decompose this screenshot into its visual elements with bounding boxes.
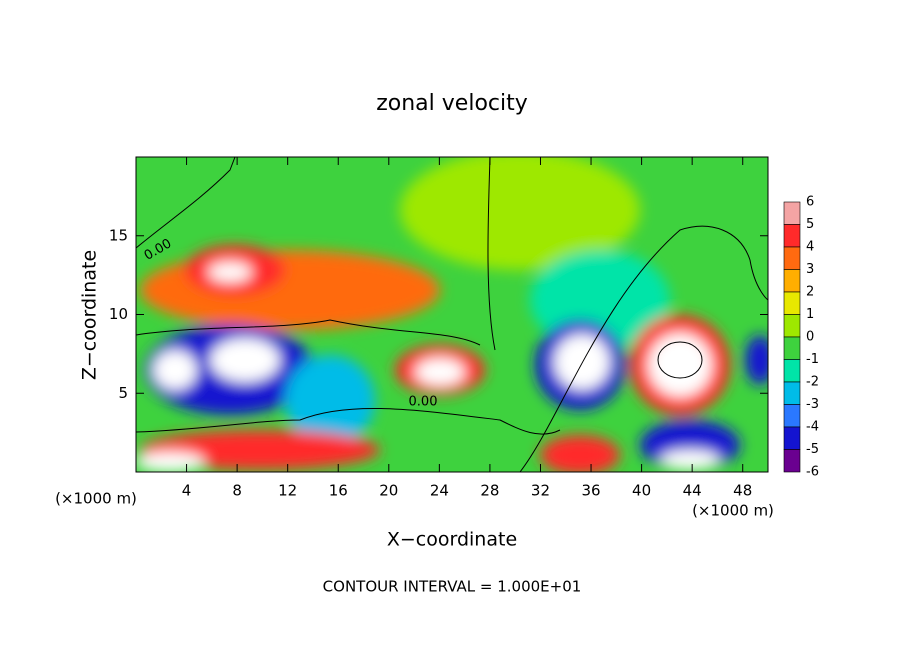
- chart-title: zonal velocity: [376, 91, 528, 116]
- x-tick-label: 20: [379, 482, 398, 500]
- footnote: CONTOUR INTERVAL = 1.000E+01: [323, 578, 582, 596]
- y-tick-label: 10: [109, 305, 128, 323]
- colorbar-label: 0: [806, 330, 814, 345]
- x-tick-label: 24: [430, 482, 449, 500]
- contour-label: 0.00: [409, 395, 438, 410]
- colorbar-label: 1: [806, 307, 814, 322]
- colorbar-label: 2: [806, 285, 814, 300]
- colorbar-band: [783, 381, 801, 405]
- x-tick-label: 16: [329, 482, 348, 500]
- colorbar-label: -6: [806, 465, 819, 480]
- x-tick-label: 4: [182, 482, 192, 500]
- x-tick-label: 36: [581, 482, 600, 500]
- colorbar-band: [783, 246, 801, 270]
- contour-line: [657, 341, 703, 379]
- x-tick-label: 12: [278, 482, 297, 500]
- colorbar-band: [783, 269, 801, 293]
- y-tick-label: 5: [118, 384, 128, 402]
- contour-line: [519, 225, 768, 472]
- colorbar-band: [783, 201, 801, 225]
- x-tick-label: 8: [232, 482, 242, 500]
- colorbar-band: [783, 426, 801, 450]
- x-axis-label: X−coordinate: [387, 529, 517, 551]
- x-tick-label: 32: [531, 482, 550, 500]
- contour-line: [136, 407, 561, 435]
- x-tick-label: 40: [632, 482, 651, 500]
- colorbar-band: [783, 404, 801, 428]
- y-axis-label: Z−coordinate: [79, 250, 101, 380]
- x-tick-label: 28: [480, 482, 499, 500]
- colorbar-band: [783, 359, 801, 383]
- contour-line: [487, 157, 496, 351]
- field: [136, 157, 768, 472]
- colorbar-label: -1: [806, 352, 819, 367]
- colorbar-label: 3: [806, 262, 814, 277]
- colorbar-label: -3: [806, 397, 819, 412]
- x-unit: (×1000 m): [692, 502, 774, 520]
- y-tick-label: 15: [109, 226, 128, 244]
- x-tick-label: 44: [683, 482, 702, 500]
- colorbar-band: [783, 314, 801, 338]
- contour-line: [136, 319, 481, 346]
- colorbar-label: -4: [806, 420, 819, 435]
- x-tick-label: 48: [733, 482, 752, 500]
- field-blobs: [136, 157, 768, 472]
- x-unit: (×1000 m): [55, 490, 137, 508]
- colorbar-label: -5: [806, 442, 819, 457]
- colorbar-label: 5: [806, 217, 814, 232]
- colorbar-label: 6: [806, 195, 814, 210]
- colorbar-band: [783, 449, 801, 473]
- colorbar-band: [783, 224, 801, 248]
- colorbar-band: [783, 291, 801, 315]
- colorbar-label: 4: [806, 240, 814, 255]
- colorbar-band: [783, 336, 801, 360]
- contour-line: [136, 157, 236, 249]
- colorbar-label: -2: [806, 375, 819, 390]
